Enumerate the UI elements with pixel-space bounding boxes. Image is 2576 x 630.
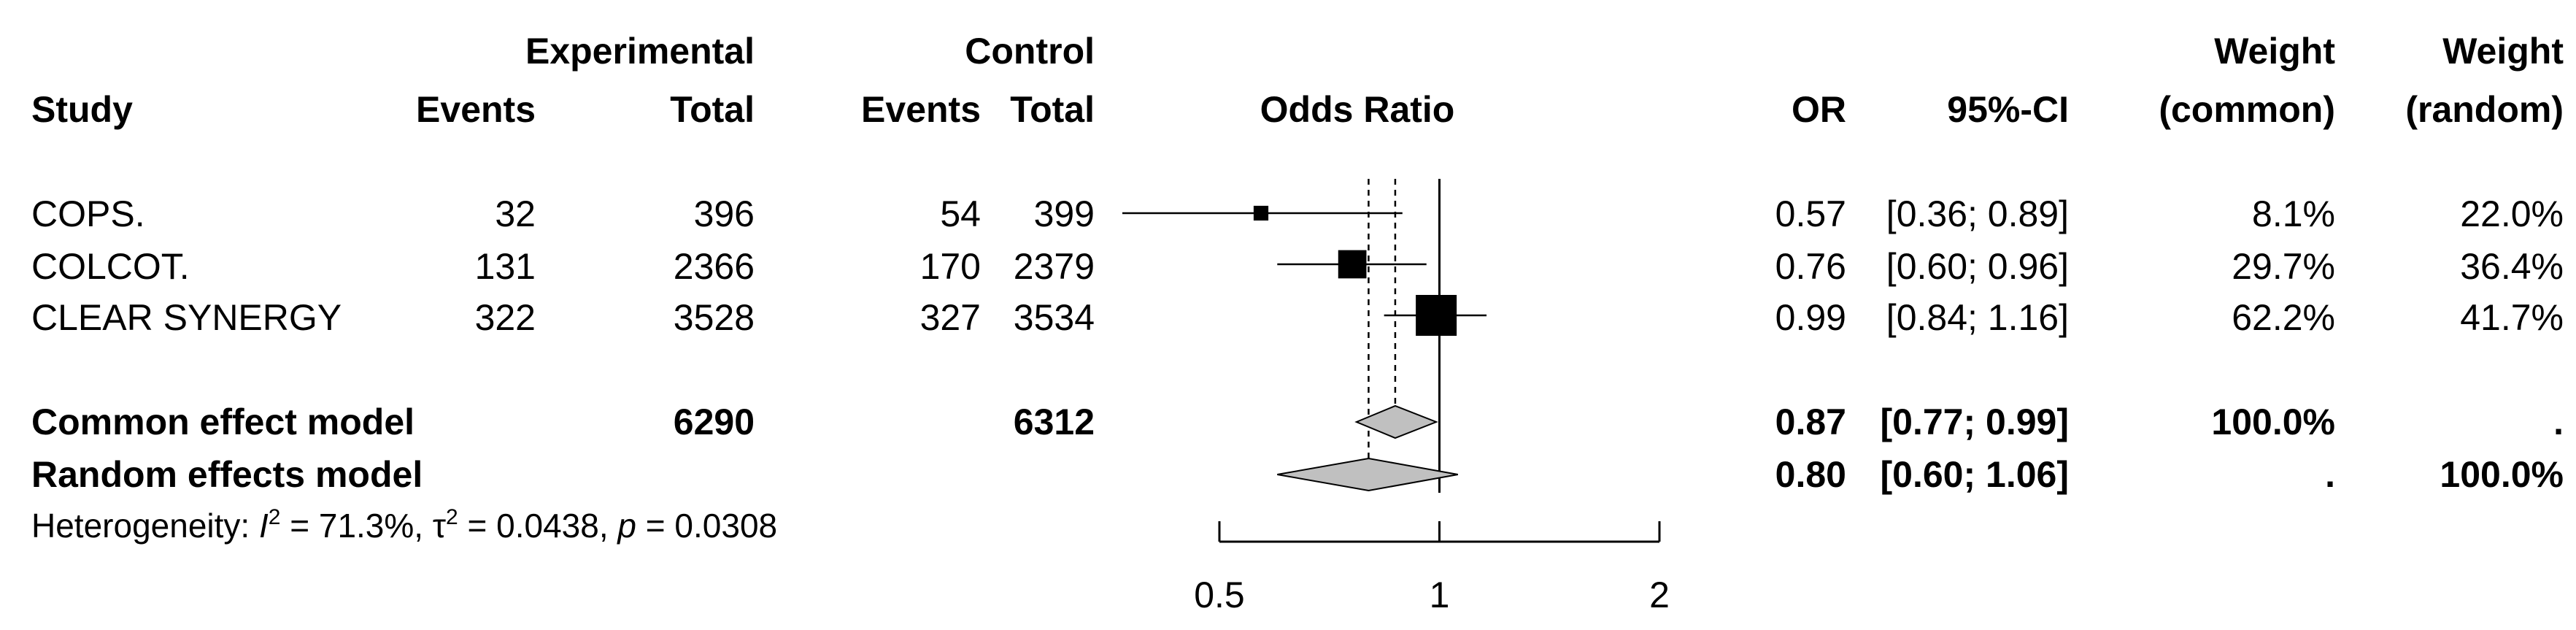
row-weight-common: 62.2% — [2232, 297, 2335, 338]
row-ctrl-events: 170 — [919, 246, 981, 287]
row-exp-events: 131 — [474, 246, 536, 287]
header-weight-common-sub: (common) — [2159, 89, 2335, 130]
row-or: 0.57 — [1775, 193, 1846, 234]
row-weight-common: 8.1% — [2252, 193, 2335, 234]
header-exp-total: Total — [670, 89, 755, 130]
row-exp-total: 396 — [693, 193, 755, 234]
study-box — [1416, 295, 1457, 336]
tau2-sup: 2 — [446, 505, 458, 529]
row-ctrl-total: 399 — [1033, 193, 1095, 234]
header-ctrl-total: Total — [1010, 89, 1095, 130]
p-symbol: p — [617, 507, 636, 545]
row-or: 0.76 — [1775, 246, 1846, 287]
random-effect-diamond — [1277, 457, 1459, 492]
x-tick-label: 2 — [1649, 575, 1670, 615]
row-ctrl-total: 2379 — [1013, 246, 1095, 287]
header-experimental: Experimental — [525, 31, 755, 72]
header-or: OR — [1792, 89, 1846, 130]
tau2-value: = 0.0438, — [458, 507, 618, 545]
i2-symbol: I — [258, 507, 269, 545]
row-study-name: COPS. — [31, 193, 145, 234]
random-ci: [0.60; 1.06] — [1880, 454, 2069, 495]
common-ctrl-total: 6312 — [1013, 402, 1095, 442]
row-weight-random: 22.0% — [2460, 193, 2564, 234]
random-weight-random: 100.0% — [2440, 454, 2564, 495]
row-exp-events: 322 — [474, 297, 536, 338]
row-weight-common: 29.7% — [2232, 246, 2335, 287]
header-ci: 95%-CI — [1947, 89, 2069, 130]
i2-sup: 2 — [268, 505, 281, 529]
common-ci: [0.77; 0.99] — [1880, 402, 2069, 442]
row-ci: [0.60; 0.96] — [1886, 246, 2069, 287]
random-weight-common: . — [2325, 454, 2335, 495]
row-study-name: COLCOT. — [31, 246, 190, 287]
x-tick-label: 1 — [1429, 575, 1450, 615]
header-ctrl-events: Events — [861, 89, 981, 130]
common-or: 0.87 — [1775, 402, 1846, 442]
header-control: Control — [965, 31, 1095, 72]
header-odds-ratio: Odds Ratio — [1260, 89, 1455, 130]
random-model-label: Random effects model — [31, 454, 423, 495]
row-study-name: CLEAR SYNERGY — [31, 297, 342, 338]
header-weight-random: Weight — [2442, 31, 2564, 72]
row-or: 0.99 — [1775, 297, 1846, 338]
common-model-label: Common effect model — [31, 402, 415, 442]
heterogeneity-prefix: Heterogeneity: — [31, 507, 259, 545]
i2-value: = 71.3%, — [280, 507, 433, 545]
header-weight-common: Weight — [2214, 31, 2335, 72]
study-box — [1338, 250, 1367, 279]
p-value: = 0.0308 — [636, 507, 778, 545]
heterogeneity-text: Heterogeneity: I2 = 71.3%, τ2 = 0.0438, … — [31, 507, 778, 545]
header-study: Study — [31, 89, 133, 130]
row-exp-total: 3528 — [673, 297, 755, 338]
common-exp-total: 6290 — [673, 402, 755, 442]
row-ctrl-events: 54 — [940, 193, 981, 234]
row-weight-random: 36.4% — [2460, 246, 2564, 287]
random-or: 0.80 — [1775, 454, 1846, 495]
row-weight-random: 41.7% — [2460, 297, 2564, 338]
row-ctrl-total: 3534 — [1013, 297, 1095, 338]
common-weight-common: 100.0% — [2211, 402, 2335, 442]
common-effect-diamond — [1354, 404, 1438, 439]
row-ci: [0.84; 1.16] — [1886, 297, 2069, 338]
row-exp-total: 2366 — [673, 246, 755, 287]
study-box — [1253, 205, 1269, 221]
header-exp-events: Events — [416, 89, 536, 130]
row-ci: [0.36; 0.89] — [1886, 193, 2069, 234]
header-weight-random-sub: (random) — [2405, 89, 2564, 130]
common-weight-random: . — [2553, 402, 2564, 442]
tau2-symbol: τ — [432, 507, 447, 545]
x-tick-label: 0.5 — [1194, 575, 1245, 615]
row-exp-events: 32 — [495, 193, 536, 234]
row-ctrl-events: 327 — [919, 297, 981, 338]
